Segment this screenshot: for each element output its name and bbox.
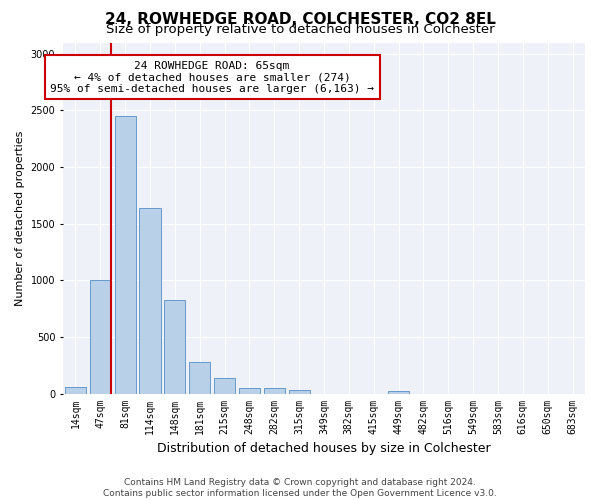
Bar xyxy=(89,280,111,394)
Bar xyxy=(263,388,285,394)
Bar xyxy=(139,208,161,394)
Bar xyxy=(164,300,185,394)
Bar xyxy=(239,388,260,394)
Text: Contains HM Land Registry data © Crown copyright and database right 2024.
Contai: Contains HM Land Registry data © Crown c… xyxy=(103,478,497,498)
Bar xyxy=(115,116,136,394)
Y-axis label: Number of detached properties: Number of detached properties xyxy=(15,130,25,306)
Bar xyxy=(289,390,310,394)
Text: 24, ROWHEDGE ROAD, COLCHESTER, CO2 8EL: 24, ROWHEDGE ROAD, COLCHESTER, CO2 8EL xyxy=(104,12,496,28)
Bar xyxy=(214,378,235,394)
Text: 24 ROWHEDGE ROAD: 65sqm
← 4% of detached houses are smaller (274)
95% of semi-de: 24 ROWHEDGE ROAD: 65sqm ← 4% of detached… xyxy=(50,60,374,94)
Text: Size of property relative to detached houses in Colchester: Size of property relative to detached ho… xyxy=(106,22,494,36)
Bar xyxy=(388,390,409,394)
X-axis label: Distribution of detached houses by size in Colchester: Distribution of detached houses by size … xyxy=(157,442,491,455)
Bar xyxy=(189,362,210,394)
Bar xyxy=(65,387,86,394)
